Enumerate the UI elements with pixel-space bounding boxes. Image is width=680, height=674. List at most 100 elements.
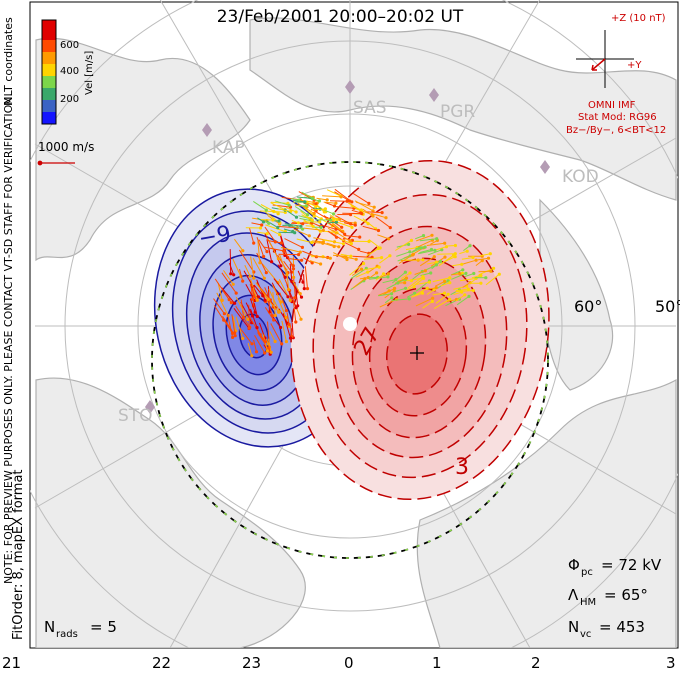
velocity-vector-origin [332, 204, 337, 208]
velocity-vector-origin [412, 285, 416, 289]
velocity-vector-origin [343, 232, 347, 236]
velocity-vector-origin [241, 336, 245, 341]
velocity-vector [277, 225, 298, 229]
velocity-vector [233, 308, 250, 329]
velocity-vector [282, 313, 291, 339]
velocity-vector [327, 221, 345, 235]
velocity-vector-origin [222, 312, 226, 316]
velocity-vector [232, 315, 237, 331]
velocity-vector [480, 253, 491, 257]
velocity-vector-origin [255, 326, 259, 330]
velocity-vector-origin [345, 199, 349, 203]
velocity-vector-origin [460, 262, 464, 266]
velocity-vector [264, 307, 275, 321]
mlt-axis: 21 22 23 0 1 2 3 [2, 654, 676, 672]
velocity-vector [232, 258, 242, 277]
velocity-vector [355, 201, 375, 208]
velocity-vector [286, 312, 290, 325]
velocity-vector-origin [262, 276, 266, 280]
velocity-vector-origin [404, 286, 408, 290]
velocity-vector-origin [350, 225, 354, 229]
velocity-vector [365, 247, 379, 257]
velocity-vector-origin [270, 314, 274, 318]
velocity-vector [273, 278, 289, 298]
velocity-scale-label: 1000 m/s [38, 140, 94, 154]
velocity-vector [382, 279, 397, 284]
svg-text:21: 21 [2, 654, 21, 672]
velocity-vector [333, 205, 354, 209]
velocity-vector-origin [421, 276, 425, 280]
velocity-vector [340, 253, 351, 257]
velocity-vector-origin [423, 269, 427, 273]
velocity-vector [349, 263, 364, 276]
velocity-vectors [213, 188, 501, 358]
velocity-vector-origin [328, 256, 332, 260]
velocity-vector-origin [366, 275, 370, 280]
velocity-vector [233, 238, 244, 251]
velocity-vector [428, 249, 442, 256]
velocity-vector [250, 308, 258, 328]
velocity-vector [288, 289, 297, 308]
velocity-vector-origin [341, 242, 345, 246]
velocity-vector-origin [366, 270, 370, 274]
velocity-vector [290, 325, 293, 337]
velocity-vector-origin [339, 195, 343, 199]
velocity-vector [352, 278, 366, 289]
velocity-vector [243, 270, 254, 287]
velocity-vector-origin [282, 249, 286, 253]
velocity-vector [277, 297, 287, 318]
velocity-vector [292, 280, 301, 294]
velocity-vector [422, 300, 433, 309]
velocity-vector [396, 251, 410, 257]
velocity-vector-origin [293, 296, 297, 300]
velocity-vector [244, 264, 251, 277]
velocity-vector [320, 224, 337, 230]
velocity-vector-origin [429, 271, 433, 275]
velocity-vector [235, 316, 244, 339]
velocity-vector [284, 238, 303, 248]
velocity-vector-origin [232, 273, 236, 277]
velocity-vector-origin [252, 276, 256, 280]
velocity-vector [263, 246, 284, 252]
velocity-vector [419, 238, 437, 242]
velocity-vector [455, 288, 469, 292]
contour-label-positive-2: 3 [455, 455, 469, 480]
velocity-vector-origin [362, 261, 366, 266]
svg-text:3: 3 [666, 654, 676, 672]
velocity-vector-origin [363, 277, 367, 281]
velocity-vector-origin [448, 276, 452, 280]
velocity-vector-origin [371, 214, 375, 218]
velocity-vector-origin [246, 317, 250, 321]
velocity-vector [332, 229, 351, 242]
velocity-vector-origin [302, 287, 306, 291]
velocity-vector-origin [332, 212, 336, 216]
velocity-vector [417, 249, 436, 255]
velocity-vector-origin [279, 300, 283, 304]
svg-text:vc: vc [580, 629, 591, 640]
velocity-vector [397, 255, 411, 262]
velocity-vector-origin [298, 292, 302, 296]
velocity-vector [455, 294, 466, 302]
velocity-vector-origin [270, 260, 274, 264]
svg-text:N: N [44, 618, 55, 636]
velocity-vector [217, 282, 223, 301]
velocity-vector-origin [340, 225, 344, 229]
velocity-vector [322, 195, 342, 198]
velocity-vector-origin [294, 320, 298, 324]
velocity-vector [279, 292, 287, 311]
velocity-vector-origin [350, 200, 354, 204]
velocity-vector-origin [303, 200, 307, 204]
velocity-vector-origin [423, 245, 427, 249]
velocity-vector-origin [467, 294, 471, 298]
velocity-vector-origin [272, 209, 276, 214]
velocity-vector-origin [233, 301, 237, 305]
velocity-vector [316, 197, 328, 201]
velocity-vector [391, 298, 410, 301]
velocity-vector-origin [380, 211, 384, 215]
velocity-vector-origin [334, 220, 338, 224]
velocity-vector-origin [241, 279, 245, 283]
velocity-vector-origin [337, 217, 342, 221]
velocity-vector-origin [404, 276, 409, 280]
velocity-vector [396, 277, 407, 283]
